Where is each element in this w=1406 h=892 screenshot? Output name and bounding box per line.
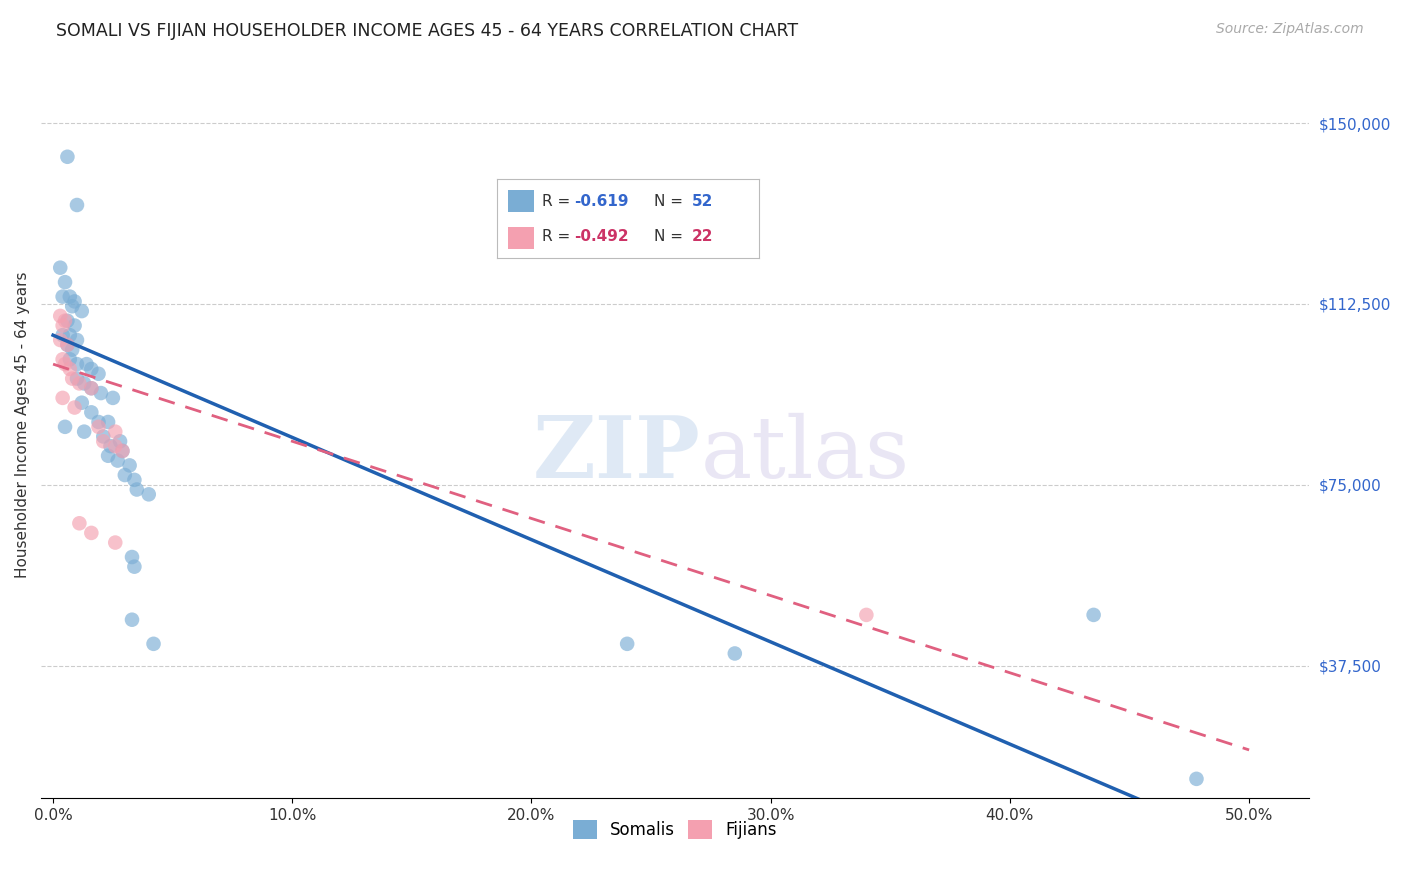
Point: [80, 362, 103, 376]
Text: ZIP: ZIP: [533, 412, 700, 496]
Point: [91, 434, 114, 449]
Point: [76, 357, 98, 371]
Text: R =: R =: [541, 194, 575, 209]
Point: [616, 637, 638, 651]
Point: [60, 299, 83, 313]
Point: [59, 352, 82, 367]
Y-axis label: Householder Income Ages 45 - 64 years: Householder Income Ages 45 - 64 years: [15, 271, 30, 578]
Legend: Somalis, Fijians: Somalis, Fijians: [567, 814, 783, 846]
Point: [121, 549, 143, 564]
Point: [101, 391, 124, 405]
Text: atlas: atlas: [700, 413, 910, 496]
Point: [73, 425, 96, 439]
Point: [63, 401, 86, 415]
Text: R =: R =: [541, 228, 575, 244]
Point: [97, 415, 120, 429]
Point: [63, 318, 86, 333]
Point: [56, 314, 79, 328]
Point: [104, 535, 127, 549]
Point: [53, 275, 76, 289]
Point: [66, 371, 89, 385]
Bar: [508, 227, 534, 249]
Text: -0.619: -0.619: [574, 194, 628, 209]
Point: [49, 260, 72, 275]
Point: [90, 386, 112, 401]
Point: [97, 449, 120, 463]
Point: [73, 376, 96, 391]
Point: [70, 304, 93, 318]
Point: [52, 352, 75, 367]
Point: [104, 439, 127, 453]
Point: [724, 647, 747, 661]
Point: [1185, 772, 1208, 786]
Point: [107, 453, 129, 467]
Point: [1083, 607, 1105, 622]
Text: N =: N =: [654, 228, 688, 244]
Point: [60, 371, 83, 385]
Point: [49, 309, 72, 323]
Point: [124, 473, 146, 487]
Point: [59, 328, 82, 343]
Point: [87, 415, 110, 429]
Point: [125, 483, 148, 497]
Point: [53, 357, 76, 371]
Point: [67, 516, 90, 531]
Point: [70, 395, 93, 409]
Point: [52, 290, 75, 304]
Point: [111, 444, 134, 458]
Point: [118, 458, 141, 473]
Point: [87, 419, 110, 434]
Point: [56, 338, 79, 352]
Point: [66, 333, 89, 347]
Point: [52, 328, 75, 343]
Text: 52: 52: [692, 194, 713, 209]
Point: [59, 362, 82, 376]
Point: [111, 444, 134, 458]
Point: [142, 637, 165, 651]
Point: [124, 559, 146, 574]
Text: Source: ZipAtlas.com: Source: ZipAtlas.com: [1216, 22, 1364, 37]
Point: [104, 425, 127, 439]
Point: [100, 439, 122, 453]
Point: [53, 314, 76, 328]
Point: [80, 381, 103, 395]
Point: [66, 198, 89, 212]
Point: [91, 429, 114, 443]
Point: [52, 318, 75, 333]
Point: [121, 613, 143, 627]
Point: [138, 487, 160, 501]
Text: SOMALI VS FIJIAN HOUSEHOLDER INCOME AGES 45 - 64 YEARS CORRELATION CHART: SOMALI VS FIJIAN HOUSEHOLDER INCOME AGES…: [56, 22, 799, 40]
Point: [80, 525, 103, 540]
Point: [63, 294, 86, 309]
Point: [67, 376, 90, 391]
Point: [855, 607, 877, 622]
Text: -0.492: -0.492: [574, 228, 628, 244]
Point: [56, 338, 79, 352]
Point: [49, 333, 72, 347]
Point: [52, 391, 75, 405]
Point: [53, 419, 76, 434]
Point: [114, 468, 136, 483]
Point: [66, 357, 89, 371]
Point: [56, 150, 79, 164]
Point: [59, 290, 82, 304]
Point: [87, 367, 110, 381]
Point: [80, 405, 103, 419]
Point: [60, 343, 83, 357]
Text: N =: N =: [654, 194, 688, 209]
Point: [80, 381, 103, 395]
Point: [108, 434, 131, 449]
Bar: [508, 190, 534, 212]
Text: 22: 22: [692, 228, 713, 244]
